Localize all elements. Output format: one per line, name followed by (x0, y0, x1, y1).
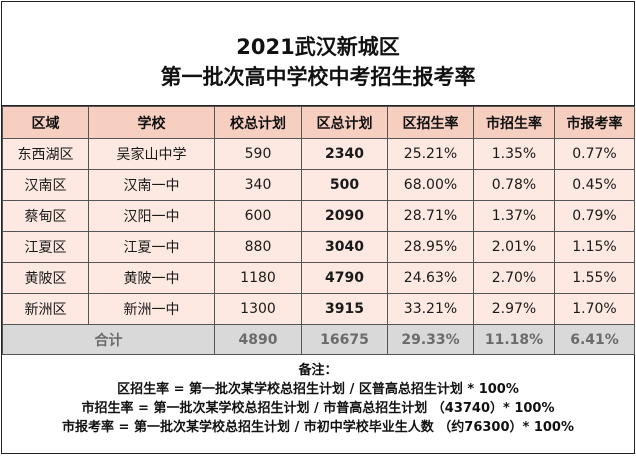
cell-district-plan: 2090 (301, 200, 388, 232)
cell-school: 江夏一中 (88, 231, 215, 263)
cell-school-plan: 1180 (214, 262, 302, 294)
total-row: 合计 4890 16675 29.33% 11.18% 6.41% (2, 324, 635, 355)
table-row: 东西湖区 吴家山中学 590 2340 25.21% 1.35% 0.77% (2, 138, 635, 170)
cell-district-rate: 28.95% (387, 231, 474, 263)
cell-school-plan: 880 (214, 231, 302, 263)
cell-district-rate: 25.21% (387, 138, 474, 170)
cell-school: 汉阳一中 (88, 200, 215, 232)
cell-school-plan: 590 (214, 138, 302, 170)
header-city-rate: 市招生率 (473, 106, 555, 139)
cell-school: 汉南一中 (88, 169, 215, 201)
cell-district-plan: 500 (301, 169, 388, 201)
cell-city-apply-rate: 1.15% (554, 231, 635, 263)
cell-city-apply-rate: 1.55% (554, 262, 635, 294)
cell-city-apply-rate: 0.79% (554, 200, 635, 232)
table-header-row: 区域 学校 校总计划 区总计划 区招生率 市招生率 市报考率 (2, 106, 635, 139)
title-block: 2021武汉新城区 第一批次高中学校中考招生报考率 (2, 2, 634, 106)
cell-school-plan: 1300 (214, 293, 302, 325)
cell-city-apply-rate: 1.70% (554, 293, 635, 325)
note-district-rate: 区招生率 = 第一批次某学校总招生计划 / 区普高总招生计划 * 100% (117, 382, 519, 397)
cell-district: 东西湖区 (2, 138, 89, 170)
cell-school: 新洲一中 (88, 293, 215, 325)
note-city-apply-rate: 市报考率 = 第一批次某学校总招生计划 / 市初中学校毕业生人数 （约76300… (62, 420, 574, 435)
page-title: 2021武汉新城区 (236, 35, 400, 59)
header-school-plan: 校总计划 (214, 106, 302, 139)
table-row: 黄陂区 黄陂一中 1180 4790 24.63% 2.70% 1.55% (2, 262, 635, 294)
cell-school-plan: 600 (214, 200, 302, 232)
cell-city-rate: 0.78% (473, 169, 555, 201)
cell-school: 黄陂一中 (88, 262, 215, 294)
cell-district: 江夏区 (2, 231, 89, 263)
cell-district-rate: 33.21% (387, 293, 474, 325)
cell-district-plan: 4790 (301, 262, 388, 294)
cell-city-rate: 2.97% (473, 293, 555, 325)
cell-district: 黄陂区 (2, 262, 89, 294)
page-subtitle: 第一批次高中学校中考招生报考率 (160, 65, 476, 89)
cell-district-plan: 3040 (301, 231, 388, 263)
cell-city-rate: 1.37% (473, 200, 555, 232)
header-city-apply-rate: 市报考率 (554, 106, 635, 139)
cell-city-apply-rate: 0.45% (554, 169, 635, 201)
table-row: 汉南区 汉南一中 340 500 68.00% 0.78% 0.45% (2, 169, 635, 201)
header-district-plan: 区总计划 (301, 106, 388, 139)
total-label: 合计 (2, 324, 215, 355)
cell-district-rate: 68.00% (387, 169, 474, 201)
header-district: 区域 (2, 106, 89, 139)
cell-city-rate: 2.70% (473, 262, 555, 294)
admission-rate-table: 区域 学校 校总计划 区总计划 区招生率 市招生率 市报考率 东西湖区 吴家山中… (2, 106, 635, 355)
cell-district: 蔡甸区 (2, 200, 89, 232)
header-district-rate: 区招生率 (387, 106, 474, 139)
notes-heading: 备注： (298, 363, 338, 378)
cell-school-plan: 340 (214, 169, 302, 201)
cell-city-apply-rate: 0.77% (554, 138, 635, 170)
cell-school: 吴家山中学 (88, 138, 215, 170)
cell-city-rate: 1.35% (473, 138, 555, 170)
total-district-plan: 16675 (301, 324, 388, 355)
cell-district-plan: 3915 (301, 293, 388, 325)
cell-district-plan: 2340 (301, 138, 388, 170)
table-row: 蔡甸区 汉阳一中 600 2090 28.71% 1.37% 0.79% (2, 200, 635, 232)
cell-city-rate: 2.01% (473, 231, 555, 263)
total-district-rate: 29.33% (387, 324, 474, 355)
notes-block: 备注： 区招生率 = 第一批次某学校总招生计划 / 区普高总招生计划 * 100… (2, 355, 634, 437)
cell-district: 新洲区 (2, 293, 89, 325)
table-row: 新洲区 新洲一中 1300 3915 33.21% 2.97% 1.70% (2, 293, 635, 325)
total-city-rate: 11.18% (473, 324, 555, 355)
cell-district-rate: 24.63% (387, 262, 474, 294)
total-school-plan: 4890 (214, 324, 302, 355)
note-city-rate: 市招生率 = 第一批次某学校总招生计划 / 市普高总招生计划 （43740）* … (81, 401, 555, 416)
cell-district: 汉南区 (2, 169, 89, 201)
total-city-apply-rate: 6.41% (554, 324, 635, 355)
cell-district-rate: 28.71% (387, 200, 474, 232)
table-row: 江夏区 江夏一中 880 3040 28.95% 2.01% 1.15% (2, 231, 635, 263)
header-school: 学校 (88, 106, 215, 139)
